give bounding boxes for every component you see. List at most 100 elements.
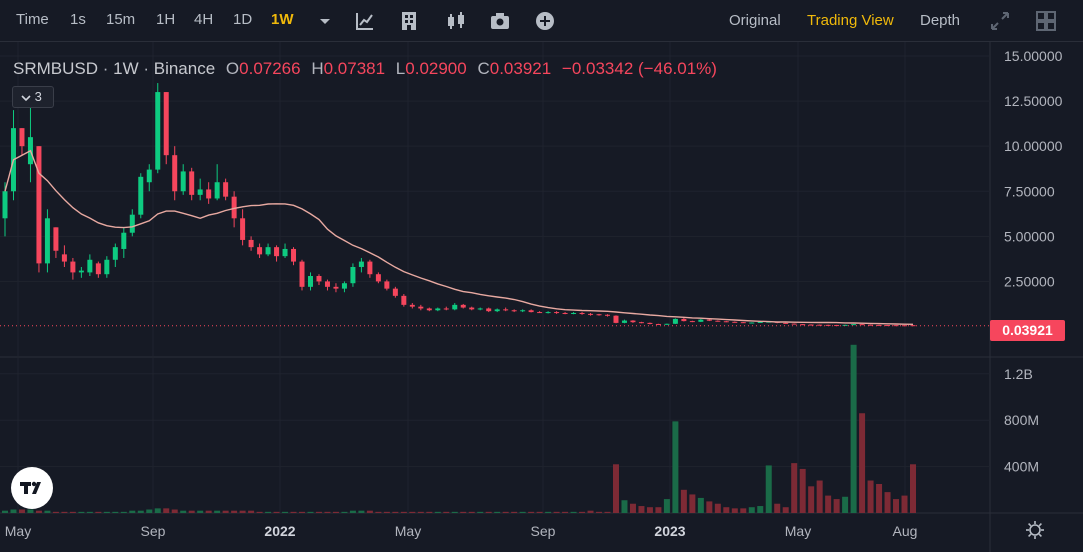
candle-body [163,92,169,156]
candle-body [155,92,161,170]
volume-bar [417,511,424,513]
legend-high-label: H [311,59,324,78]
volume-bar [10,509,17,513]
interval-4h[interactable]: 4H [194,11,214,28]
candle-body [638,322,644,324]
candle-body [282,248,288,257]
legend-close-value: 0.03921 [489,59,552,78]
candle-body [189,171,195,195]
indicator-count: 3 [34,89,42,104]
candle-body [333,286,339,289]
view-depth[interactable]: Depth [920,12,961,29]
volume-bar [27,509,34,513]
volume-bar [477,511,484,513]
price-chart[interactable]: 15.00000 12.50000 10.00000 7.50000 5.00000 2.… [0,42,1083,552]
interval-1w[interactable]: 1W [271,11,294,28]
candle-body [265,247,271,255]
moving-average-line [4,149,914,325]
time-tick-label: Aug [893,523,918,539]
time-tick-label: May [785,523,811,539]
volume-bar [61,511,68,513]
volume-bar [434,511,441,513]
candle-body [121,232,127,249]
candle-body [621,320,627,323]
candle-body [545,312,551,314]
candle-body [392,288,398,296]
candle-body [571,312,577,314]
candle-style-icon[interactable] [445,10,467,32]
volume-bar [52,511,59,513]
candle-body [732,321,738,323]
candle-body [664,323,670,325]
volume-tick-label: 1.2B [1004,366,1033,382]
volume-bar [265,511,272,513]
candle-body [655,323,661,325]
layout-grid-icon[interactable] [1035,10,1057,32]
volume-bar [655,507,662,513]
settings-icon[interactable] [1024,519,1046,541]
screenshot-icon[interactable] [489,10,511,32]
volume-bar [341,511,348,513]
candle-body [452,304,458,310]
volume-bar [18,509,25,513]
chart-template-icon[interactable] [398,10,420,32]
view-trading-view[interactable]: Trading View [807,12,894,29]
interval-1s[interactable]: 1s [70,11,86,28]
tradingview-logo[interactable] [11,467,53,509]
add-icon[interactable] [534,10,556,32]
candle-body [307,276,313,287]
volume-bar [468,511,475,513]
volume-tick-label: 800M [1004,412,1039,428]
time-tick-label: 2022 [264,523,295,539]
volume-bar [731,508,738,513]
candle-body [757,321,763,323]
volume-bar [290,511,297,513]
volume-bar [35,510,42,513]
volume-bar [867,480,874,513]
volume-bar [409,511,416,513]
candle-body [44,218,50,264]
volume-bar [273,511,280,513]
volume-bar [791,463,798,513]
legend-open-label: O [225,59,240,78]
candle-body [316,276,322,282]
chart-indicators-icon[interactable] [354,10,376,32]
interval-15m[interactable]: 15m [106,11,136,28]
volume-bar [375,511,382,513]
volume-bar [358,510,365,513]
volume-bar [663,499,670,513]
candle-body [112,247,118,260]
candle-body [868,324,874,326]
candle-body [172,155,178,192]
candle-body [460,304,466,308]
candle-body [528,310,534,313]
volume-bar [315,511,322,513]
volume-bar [748,507,755,513]
volume-bar [494,511,501,513]
volume-bar [850,344,857,513]
fullscreen-icon[interactable] [989,10,1011,32]
indicator-collapse-button[interactable]: 3 [12,86,54,108]
chevron-down-icon[interactable] [314,10,336,32]
candle-body [36,146,42,264]
interval-1h[interactable]: 1H [156,11,176,28]
volume-bar [782,507,789,513]
candle-body [681,318,687,322]
candle-body [129,214,135,233]
volume-bar [859,413,866,513]
volume-bar [103,511,110,513]
candle-body [61,254,67,262]
candle-body [257,247,263,255]
candle-body [248,239,254,248]
interval-time[interactable]: Time [16,11,49,28]
tradingview-logo-icon [20,481,41,494]
view-original[interactable]: Original [729,12,781,29]
volume-bar [460,511,467,513]
price-tick-label: 15.00000 [1004,48,1063,64]
interval-1d[interactable]: 1D [233,11,253,28]
volume-bar [587,510,594,513]
candle-body [240,218,246,240]
chart-toolbar: Time 1s 15m 1H 4H 1D 1W Original Trading… [0,0,1083,42]
volume-bar [706,501,713,513]
volume-bar [282,511,289,513]
